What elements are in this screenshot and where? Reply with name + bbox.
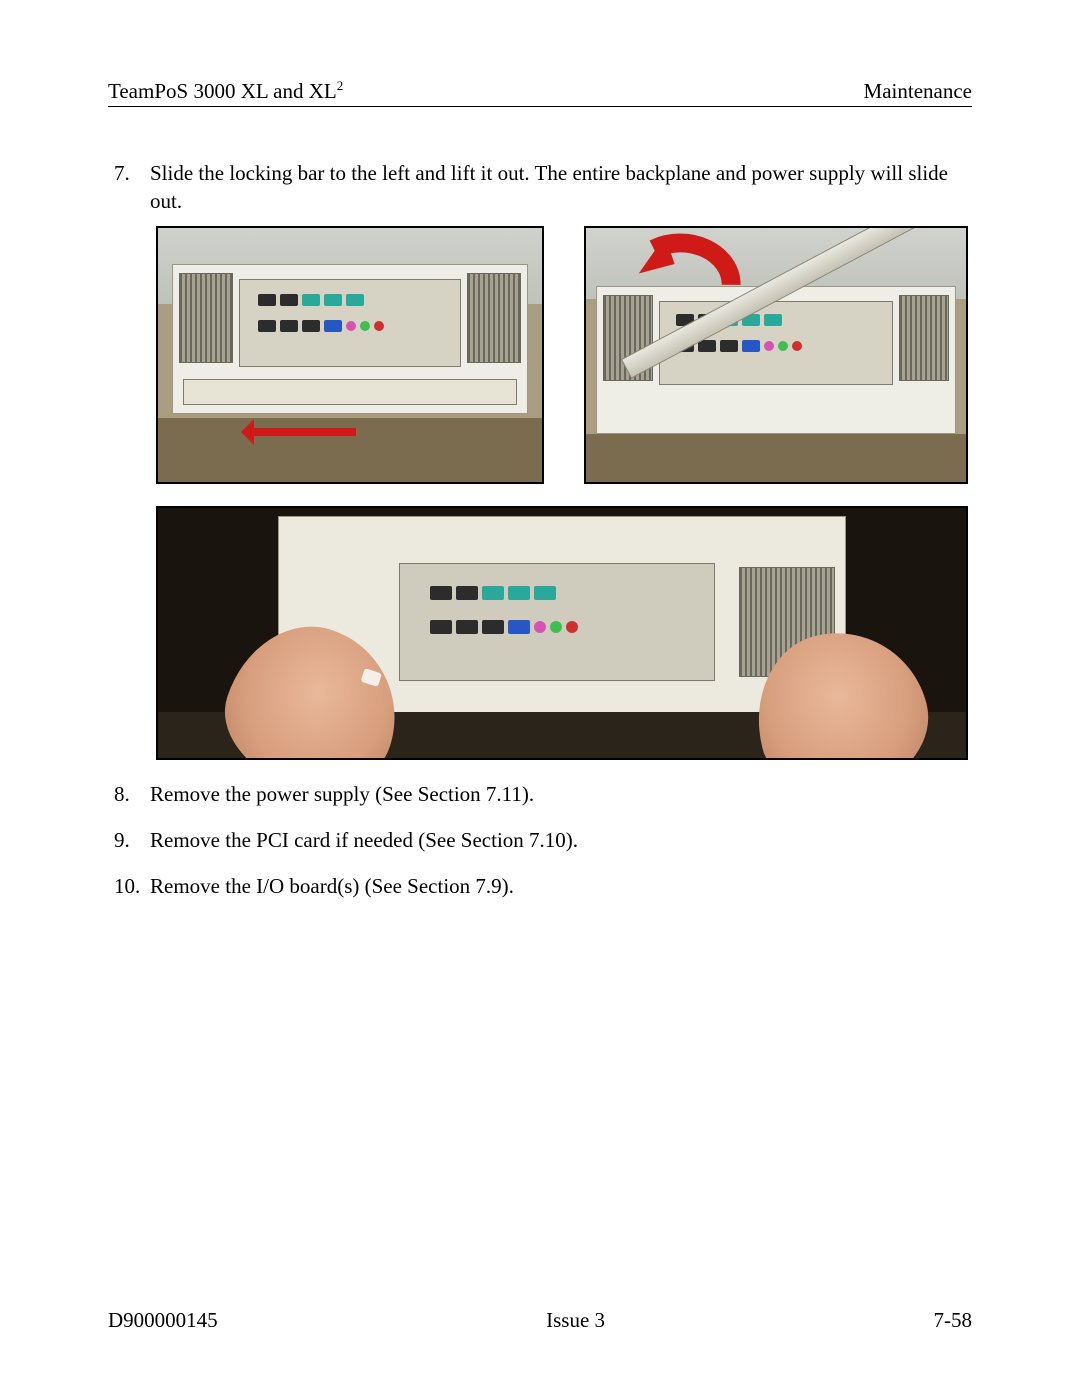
- fingernail: [361, 668, 382, 687]
- manual-page: TeamPoS 3000 XL and XL2 Maintenance 7. S…: [0, 0, 1080, 1397]
- port: [430, 586, 452, 600]
- port: [456, 620, 478, 634]
- table-surface: [586, 434, 966, 482]
- vent-left: [179, 273, 233, 363]
- port: [720, 340, 738, 352]
- device-chassis: [172, 264, 528, 414]
- step-10: 10. Remove the I/O board(s) (See Section…: [108, 872, 972, 900]
- figure-slide-out-assembly: [156, 506, 968, 760]
- content-area: 7. Slide the locking bar to the left and…: [108, 159, 972, 901]
- audio-jack: [792, 341, 802, 351]
- port: [324, 294, 342, 306]
- step-number: 7.: [108, 159, 150, 216]
- port: [258, 320, 276, 332]
- image-row-top: [156, 226, 972, 484]
- port: [742, 340, 760, 352]
- header-section-title: Maintenance: [864, 79, 972, 104]
- audio-jack: [346, 321, 356, 331]
- page-number: 7-58: [934, 1308, 973, 1333]
- step-number: 10.: [108, 872, 150, 900]
- red-arrow-left-icon: [246, 428, 356, 436]
- page-footer: D900000145 Issue 3 7-58: [108, 1308, 972, 1333]
- audio-jack: [550, 621, 562, 633]
- vent-right: [899, 295, 949, 381]
- issue-number: Issue 3: [546, 1308, 605, 1333]
- step-text: Remove the PCI card if needed (See Secti…: [150, 826, 972, 854]
- port: [482, 586, 504, 600]
- port-row-top: [258, 294, 364, 306]
- port: [324, 320, 342, 332]
- step-8: 8. Remove the power supply (See Section …: [108, 780, 972, 808]
- step-text: Remove the I/O board(s) (See Section 7.9…: [150, 872, 972, 900]
- audio-jack: [778, 341, 788, 351]
- port: [302, 320, 320, 332]
- io-panel: [239, 279, 461, 367]
- port-row-bottom: [430, 620, 578, 634]
- page-header: TeamPoS 3000 XL and XL2 Maintenance: [108, 78, 972, 107]
- port: [764, 314, 782, 326]
- port: [302, 294, 320, 306]
- port: [280, 320, 298, 332]
- port: [430, 620, 452, 634]
- port: [346, 294, 364, 306]
- port-row-bottom: [258, 320, 384, 332]
- figure-lift-bar: [584, 226, 968, 484]
- io-panel: [399, 563, 715, 681]
- step-number: 9.: [108, 826, 150, 854]
- audio-jack: [566, 621, 578, 633]
- port: [456, 586, 478, 600]
- step-9: 9. Remove the PCI card if needed (See Se…: [108, 826, 972, 854]
- step-text: Slide the locking bar to the left and li…: [150, 159, 972, 216]
- step-7: 7. Slide the locking bar to the left and…: [108, 159, 972, 216]
- red-curved-arrow-icon: [624, 232, 744, 298]
- header-left: TeamPoS 3000 XL and XL2: [108, 78, 343, 104]
- step-text: Remove the power supply (See Section 7.1…: [150, 780, 972, 808]
- port: [258, 294, 276, 306]
- port: [508, 620, 530, 634]
- audio-jack: [534, 621, 546, 633]
- locking-bar: [183, 379, 517, 405]
- step-number: 8.: [108, 780, 150, 808]
- port-row-top: [430, 586, 556, 600]
- document-number: D900000145: [108, 1308, 218, 1333]
- port: [508, 586, 530, 600]
- port: [280, 294, 298, 306]
- audio-jack: [374, 321, 384, 331]
- audio-jack: [764, 341, 774, 351]
- audio-jack: [360, 321, 370, 331]
- superscript-2: 2: [337, 78, 344, 93]
- port: [482, 620, 504, 634]
- figure-slide-bar-left: [156, 226, 544, 484]
- product-name: TeamPoS 3000 XL and XL: [108, 79, 337, 103]
- vent-right: [467, 273, 521, 363]
- port: [534, 586, 556, 600]
